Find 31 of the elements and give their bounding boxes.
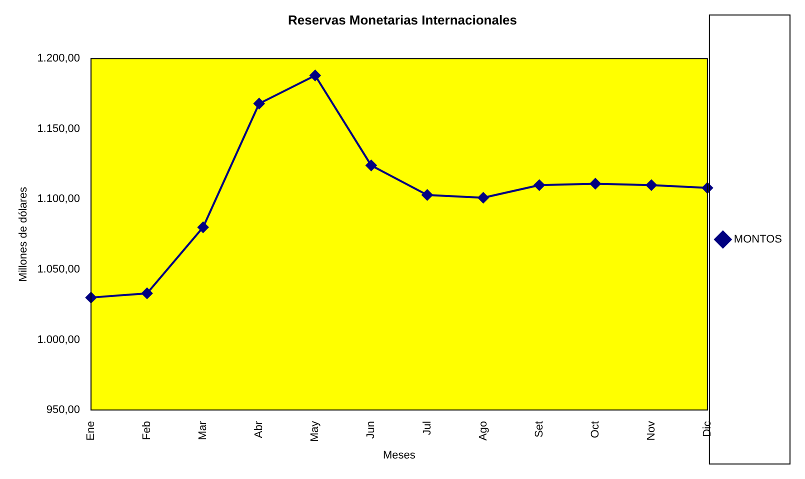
point xyxy=(254,98,265,110)
y-tick-label: 1.000,00 xyxy=(37,334,80,346)
point xyxy=(310,70,321,81)
x-tick-label: Mar xyxy=(197,420,210,440)
y-tick-label: 1.100,00 xyxy=(37,193,80,206)
y-tick-label: 1.200,00 xyxy=(37,52,80,65)
x-tick-label: Set xyxy=(533,421,546,438)
point xyxy=(590,178,601,190)
x-tick-label: May xyxy=(309,420,322,442)
x-tick-label: Ago xyxy=(477,421,490,441)
y-tick-label: 1.150,00 xyxy=(37,122,80,135)
legend-label: MONTOS xyxy=(734,234,782,246)
x-axis-title: Meses xyxy=(383,449,416,462)
point xyxy=(422,189,433,200)
y-axis-title: Millones de dólares xyxy=(18,186,30,282)
point xyxy=(366,160,377,171)
point xyxy=(646,180,657,191)
point xyxy=(534,180,545,191)
point xyxy=(142,288,153,299)
y-tick-label: 1.050,00 xyxy=(37,263,80,276)
y-tick-label: 950,00 xyxy=(46,404,80,416)
x-tick-label: Jul xyxy=(421,421,434,436)
x-tick-label: Jun xyxy=(365,421,378,439)
x-tick-label: Ene xyxy=(85,421,98,441)
chart-title: Reservas Monetarias Internacionales xyxy=(288,12,518,28)
point xyxy=(198,222,209,233)
point xyxy=(478,192,489,204)
x-tick-label: Nov xyxy=(645,420,658,441)
x-tick-label: Abr xyxy=(253,420,266,438)
x-tick-label: Oct xyxy=(589,421,602,438)
x-tick-label: Feb xyxy=(141,421,154,440)
